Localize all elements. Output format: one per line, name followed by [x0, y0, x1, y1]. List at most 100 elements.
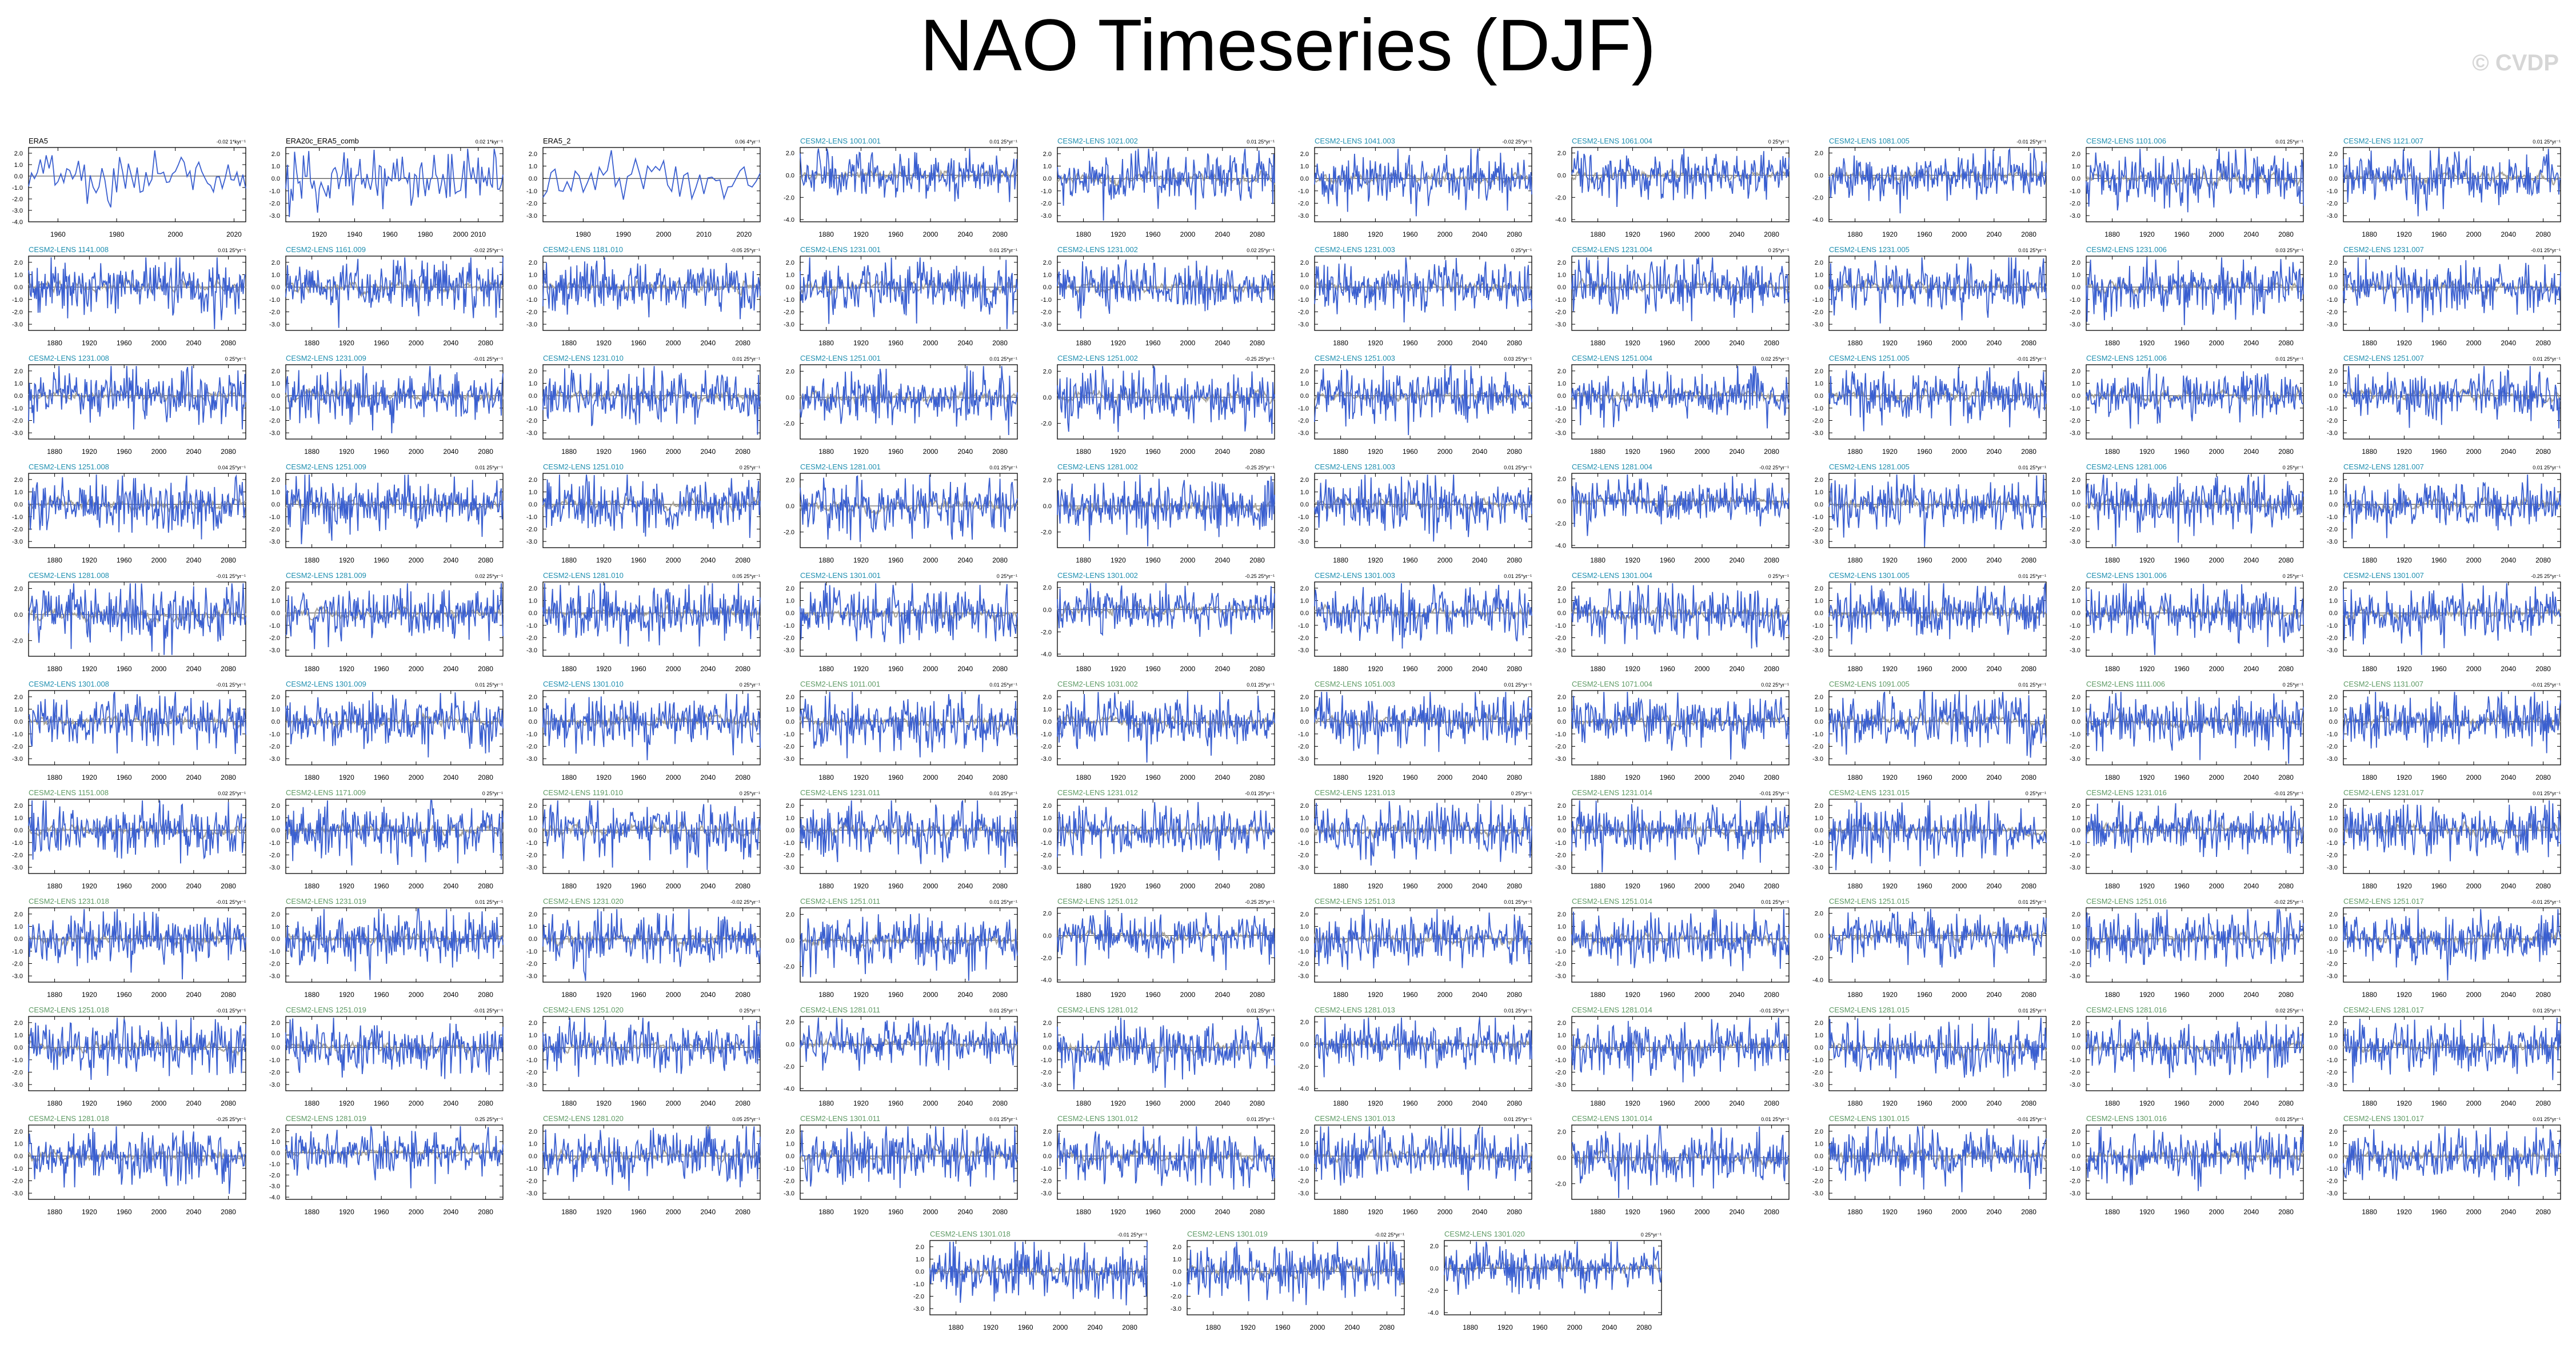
panel-trend: 0.01 25*yr⁻¹ [989, 791, 1017, 796]
x-tick-label: 2080 [1507, 230, 1522, 238]
y-tick-label: 2.0 [1043, 585, 1052, 592]
x-tick-label: 2080 [2278, 448, 2294, 456]
x-tick-label: 2000 [1952, 556, 1967, 564]
x-tick-label: 1960 [117, 882, 132, 890]
series-line [1057, 474, 1275, 547]
y-tick-label: 2.0 [271, 151, 280, 158]
x-tick-label: 2000 [2466, 991, 2482, 999]
y-tick-label: -1.0 [1298, 840, 1309, 847]
x-tick-label: 1920 [339, 991, 354, 999]
panel-83: CESM2-LENS 1251.020 0 25*yr⁻¹2.01.00.0-1.… [526, 1006, 761, 1107]
ensemble-mean-line [285, 822, 504, 838]
panel-frame [800, 256, 1018, 331]
x-tick-label: 2080 [735, 991, 750, 999]
panel-name: CESM2-LENS 1151.008 [29, 788, 109, 797]
y-tick-label: 1.0 [786, 815, 794, 822]
y-tick-label: 1.0 [786, 272, 794, 279]
y-tick-label: -2.0 [526, 309, 537, 316]
x-tick-label: 1920 [1368, 991, 1383, 999]
x-tick-label: 1920 [2397, 230, 2412, 238]
x-tick-label: 1960 [1532, 1323, 1548, 1331]
x-tick-label: 2080 [992, 556, 1008, 564]
series-line [1828, 474, 2047, 547]
x-tick-label: 2080 [2021, 773, 2036, 781]
panel-name: CESM2-LENS 1301.004 [1572, 571, 1652, 580]
y-tick-label: -3.0 [784, 1190, 794, 1197]
panel-73: CESM2-LENS 1231.020 -0.02 25*yr⁻¹2.01.00.… [526, 897, 761, 999]
x-tick-label: 2040 [186, 1099, 201, 1107]
y-tick-label: 2.0 [2072, 585, 2080, 592]
panel-frame [1314, 256, 1532, 331]
x-tick-label: 2000 [409, 991, 424, 999]
y-tick-label: -3.0 [1041, 756, 1052, 763]
x-tick-label: 1960 [631, 556, 646, 564]
x-tick-label: 1960 [1917, 773, 1932, 781]
x-tick-label: 1880 [2362, 556, 2377, 564]
panel-name: CESM2-LENS 1301.008 [29, 680, 109, 688]
panel-name: CESM2-LENS 1191.010 [543, 788, 623, 797]
panel-70: CESM2-LENS 1231.017 0.01 25*yr⁻¹2.01.00.0… [2327, 788, 2562, 890]
x-tick-label: 1880 [561, 339, 577, 347]
panel-name: CESM2-LENS 1071.004 [1572, 680, 1652, 688]
x-tick-label: 2080 [992, 991, 1008, 999]
panel-3: ERA5_2 0.06 4*yr⁻¹2.01.00.0-1.0-2.0-3.019… [526, 137, 761, 238]
x-tick-label: 1880 [304, 991, 319, 999]
y-tick-label: -1.0 [1555, 405, 1566, 412]
x-tick-label: 1920 [853, 1099, 869, 1107]
y-tick-label: -2.0 [12, 1070, 23, 1076]
y-tick-label: -3.0 [269, 756, 280, 763]
panel-53: CESM2-LENS 1301.010 0 25*yr⁻¹2.01.00.0-1.… [526, 680, 761, 781]
x-tick-label: 2000 [666, 991, 681, 999]
panel-trend: -0.01 25*yr⁻¹ [1759, 791, 1789, 796]
y-tick-label: 0.0 [14, 612, 23, 619]
x-tick-label: 1960 [1660, 448, 1675, 456]
y-tick-label: -2.0 [2070, 418, 2080, 425]
x-tick-label: 2080 [735, 1099, 750, 1107]
y-tick-label: 0.0 [529, 1153, 537, 1160]
x-tick-label: 1960 [2174, 1099, 2190, 1107]
y-tick-label: 2.0 [2072, 260, 2080, 266]
y-tick-label: -3.0 [1812, 430, 1823, 437]
panel-frame [1314, 690, 1532, 765]
y-tick-label: 1.0 [2329, 707, 2338, 713]
y-tick-label: 1.0 [1300, 1141, 1309, 1148]
y-tick-label: -2.0 [12, 961, 23, 968]
y-tick-label: -2.0 [1298, 201, 1309, 208]
x-tick-label: 1960 [631, 1208, 646, 1216]
panel-name: CESM2-LENS 1251.014 [1572, 897, 1652, 906]
x-tick-label: 1960 [1145, 991, 1161, 999]
x-tick-label: 2040 [700, 991, 716, 999]
y-tick-label: -2.0 [1812, 527, 1823, 533]
y-tick-label: -1.0 [2070, 623, 2080, 629]
series-line [285, 149, 504, 217]
y-tick-label: 0.0 [786, 1042, 794, 1048]
y-tick-label: -2.0 [1041, 955, 1052, 962]
panel-frame [1828, 1124, 2047, 1200]
x-tick-label: 1880 [1590, 665, 1605, 673]
x-tick-label: 1920 [339, 339, 354, 347]
y-tick-label: -3.0 [269, 864, 280, 871]
x-tick-label: 1880 [304, 1208, 319, 1216]
panel-frame [2343, 147, 2561, 222]
y-tick-label: -1.0 [2327, 514, 2338, 521]
y-tick-label: 0.0 [1815, 173, 1823, 180]
x-tick-label: 2040 [1472, 1208, 1487, 1216]
series-line [542, 150, 761, 201]
y-tick-label: 0.0 [271, 1150, 280, 1157]
x-tick-label: 1960 [2431, 230, 2447, 238]
panel-name: CESM2-LENS 1281.016 [2086, 1006, 2167, 1014]
y-tick-label: 1.0 [271, 489, 280, 496]
y-tick-label: 0.0 [2072, 719, 2080, 725]
x-tick-label: 2040 [700, 339, 716, 347]
x-tick-label: 1920 [853, 230, 869, 238]
y-tick-label: -2.0 [784, 194, 794, 201]
y-tick-label: -2.0 [1298, 961, 1309, 968]
x-tick-label: 2000 [1437, 448, 1453, 456]
series-line [1828, 1126, 2047, 1193]
x-tick-label: 1920 [596, 882, 612, 890]
x-tick-label: 2000 [1180, 230, 1196, 238]
y-tick-label: -3.0 [1298, 213, 1309, 220]
x-tick-label: 1960 [1660, 230, 1675, 238]
x-tick-label: 2000 [1180, 1099, 1196, 1107]
x-tick-label: 1880 [1076, 773, 1091, 781]
